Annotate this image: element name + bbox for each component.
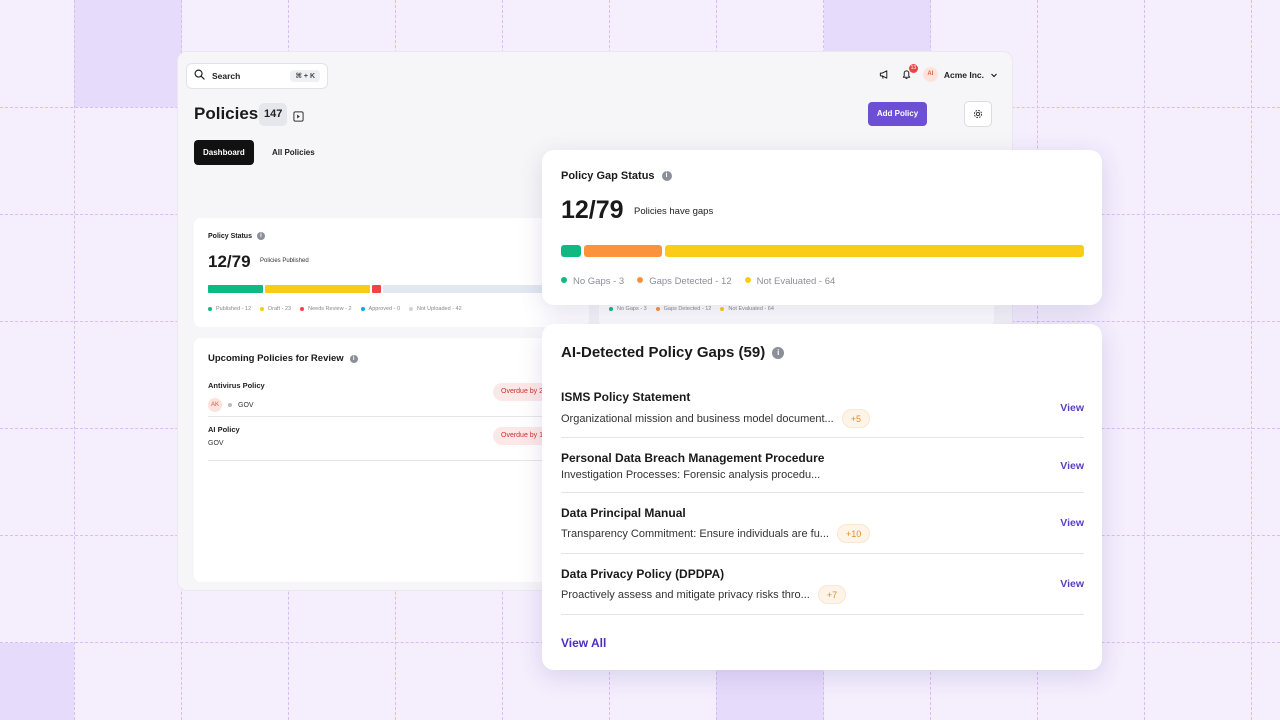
- bar-segment: [665, 245, 1084, 257]
- gap-description: Transparency Commitment: Ensure individu…: [561, 524, 871, 543]
- add-policy-button[interactable]: Add Policy: [868, 102, 927, 126]
- gap-description: Organizational mission and business mode…: [561, 409, 870, 428]
- legend-item: No Gaps - 3: [609, 306, 647, 312]
- policy-tag: GOV: [238, 401, 254, 409]
- gap-policy-name: Personal Data Breach Management Procedur…: [561, 451, 825, 465]
- more-gaps-badge: +5: [841, 409, 870, 428]
- bar-segment: [583, 245, 663, 257]
- bg-cell: [74, 0, 182, 107]
- bg-cell: [716, 670, 824, 720]
- gap-status-subtitle: Policies have gaps: [634, 206, 714, 217]
- search-bar[interactable]: Search ⌘ + K: [186, 63, 328, 89]
- legend-item: Draft - 23: [260, 306, 291, 312]
- legend-item: Gaps Detected - 12: [655, 306, 711, 312]
- org-switcher[interactable]: AI Acme Inc.: [922, 67, 998, 82]
- app-window: Search ⌘ + K 13 AI Acme Inc. Policies 14…: [177, 51, 1013, 591]
- tab-all-policies[interactable]: All Policies: [272, 148, 315, 157]
- bar-segment: [371, 285, 382, 293]
- overdue-badge: Overdue by 1: [493, 427, 552, 445]
- search-icon: [194, 67, 205, 85]
- page-title: Policies: [194, 104, 259, 123]
- avatar: AI: [922, 67, 938, 82]
- ai-gaps-title: AI-Detected Policy Gaps (59) i: [561, 344, 785, 361]
- policy-gap-status-card: Policy Gap Status i 12/79 Policies have …: [542, 150, 1102, 305]
- bar-segment: [383, 285, 575, 293]
- upcoming-row[interactable]: Antivirus Policy AK GOV Overdue by 2: [208, 381, 576, 417]
- policy-status-bar: [208, 285, 575, 293]
- upcoming-row[interactable]: AI Policy GOV Overdue by 1: [208, 425, 576, 461]
- gap-list-item: Data Privacy Policy (DPDPA) Proactively …: [561, 567, 1084, 615]
- legend-item: Needs Review - 2: [300, 306, 352, 312]
- gap-status-legend: No Gaps - 3 Gaps Detected - 12 Not Evalu…: [561, 276, 835, 287]
- policy-tag: GOV: [208, 440, 224, 447]
- bar-segment: [208, 285, 263, 293]
- policy-name: AI Policy: [208, 425, 240, 434]
- view-link[interactable]: View: [1060, 402, 1084, 414]
- more-gaps-badge: +7: [817, 585, 847, 604]
- view-link[interactable]: View: [1060, 517, 1084, 529]
- legend-item: No Gaps - 3: [561, 276, 624, 287]
- search-shortcut: ⌘ + K: [290, 70, 320, 82]
- policy-status-subtitle: Policies Published: [260, 258, 309, 264]
- bar-segment: [561, 245, 581, 257]
- view-link[interactable]: View: [1060, 460, 1084, 472]
- bar-segment: [264, 285, 370, 293]
- legend-item: Approved - 0: [360, 306, 400, 312]
- gap-description: Proactively assess and mitigate privacy …: [561, 585, 847, 604]
- legend-item: Published - 12: [208, 306, 251, 312]
- tab-dashboard[interactable]: Dashboard: [194, 140, 254, 165]
- megaphone-icon[interactable]: [879, 69, 891, 81]
- legend-item: Not Uploaded - 42: [409, 306, 462, 312]
- avatar: AK: [208, 398, 222, 412]
- legend-item: Not Evaluated - 64: [720, 306, 774, 312]
- bg-cell: [824, 0, 931, 51]
- bg-cell: [0, 643, 74, 720]
- gap-list-item: Data Principal Manual Transparency Commi…: [561, 506, 1084, 554]
- gap-list-item: ISMS Policy Statement Organizational mis…: [561, 390, 1084, 438]
- notifications-button[interactable]: 13: [901, 63, 918, 81]
- view-all-link[interactable]: View All: [561, 636, 607, 650]
- export-icon[interactable]: [293, 109, 304, 122]
- search-label: Search: [212, 71, 241, 81]
- notification-badge: 13: [908, 63, 918, 73]
- ai-policy-gaps-card: AI-Detected Policy Gaps (59) i ISMS Poli…: [542, 324, 1102, 670]
- policy-status-title: Policy Status i: [208, 232, 265, 240]
- gap-status-bg-legend: No Gaps - 3 Gaps Detected - 12 Not Evalu…: [609, 306, 774, 312]
- gap-status-title: Policy Gap Status i: [561, 170, 672, 182]
- info-icon[interactable]: i: [661, 171, 672, 181]
- info-icon[interactable]: i: [772, 346, 785, 359]
- upcoming-title: Upcoming Policies for Review i: [208, 353, 358, 364]
- policy-name: Antivirus Policy: [208, 381, 265, 390]
- separator-dot: [228, 403, 232, 407]
- policy-status-legend: Published - 12 Draft - 23 Needs Review -…: [208, 306, 462, 312]
- gap-status-bar: [561, 245, 1084, 257]
- gap-policy-name: ISMS Policy Statement: [561, 390, 691, 404]
- settings-button[interactable]: [964, 101, 992, 127]
- gear-icon: [973, 109, 983, 119]
- policy-status-value: 12/79: [208, 252, 251, 271]
- legend-item: Not Evaluated - 64: [744, 276, 835, 287]
- policy-count-badge: 147: [259, 103, 288, 126]
- policy-meta: AK GOV: [208, 398, 254, 412]
- bell-icon: [903, 70, 911, 79]
- upcoming-policies-card: Upcoming Policies for Review i Antivirus…: [194, 338, 589, 582]
- gap-list-item: Personal Data Breach Management Procedur…: [561, 451, 1084, 493]
- chevron-down-icon: [991, 73, 997, 77]
- org-name: Acme Inc.: [943, 69, 984, 80]
- overdue-badge: Overdue by 2: [493, 383, 552, 401]
- policy-meta: GOV: [208, 440, 224, 447]
- info-icon[interactable]: i: [349, 354, 358, 363]
- header-actions: 13 AI Acme Inc.: [879, 63, 998, 82]
- view-link[interactable]: View: [1060, 578, 1084, 590]
- gap-policy-name: Data Privacy Policy (DPDPA): [561, 567, 725, 581]
- policy-status-card: Policy Status i 12/79 Policies Published…: [194, 218, 589, 327]
- gap-policy-name: Data Principal Manual: [561, 506, 686, 520]
- more-gaps-badge: +10: [836, 524, 871, 543]
- gap-status-value: 12/79: [561, 196, 624, 224]
- gap-description: Investigation Processes: Forensic analys…: [561, 469, 821, 481]
- info-icon[interactable]: i: [256, 232, 265, 240]
- legend-item: Gaps Detected - 12: [637, 276, 732, 287]
